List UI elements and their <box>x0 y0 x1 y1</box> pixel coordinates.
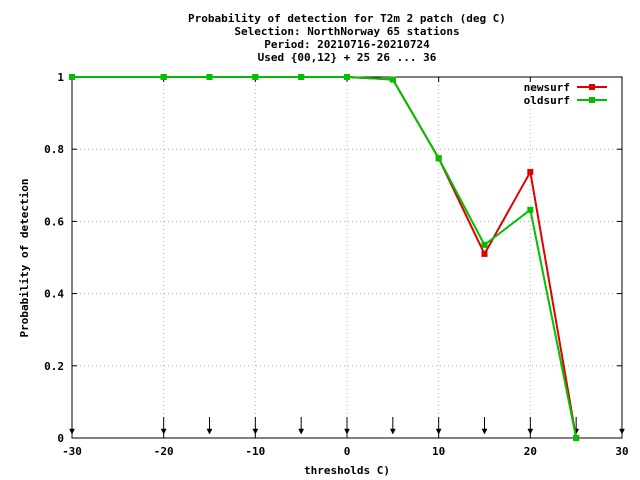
x-tick-label: 0 <box>344 445 351 458</box>
series-line-newsurf <box>72 76 578 439</box>
title-line-3: Period: 20210716-20210724 <box>264 38 430 51</box>
y-tick-label: 0 <box>57 432 64 445</box>
threshold-arrow <box>389 417 396 435</box>
threshold-arrow-head <box>69 428 75 435</box>
series-newsurf <box>69 74 580 441</box>
threshold-markers <box>69 417 625 435</box>
threshold-arrow-head <box>298 428 305 435</box>
data-point-oldsurf <box>344 74 350 80</box>
x-tick-label: 20 <box>524 445 537 458</box>
threshold-arrow-head <box>481 428 488 435</box>
legend-label: newsurf <box>524 81 570 94</box>
threshold-arrow <box>298 417 305 435</box>
threshold-arrow <box>69 417 75 435</box>
y-tick-label: 0.4 <box>44 288 64 301</box>
data-point-oldsurf <box>435 155 442 162</box>
x-tick-label: -10 <box>245 445 265 458</box>
legend-marker <box>589 97 595 103</box>
title-line-4: Used {00,12} + 25 26 ... 36 <box>258 51 437 64</box>
x-tick-label: -20 <box>154 445 174 458</box>
grid-lines <box>72 77 622 438</box>
threshold-arrow <box>344 417 350 435</box>
y-tick-label: 0.8 <box>44 143 64 156</box>
title-line-1: Probability of detection for T2m 2 patch… <box>188 12 506 25</box>
legend-item-newsurf: newsurf <box>524 81 607 94</box>
y-axis-ticks: 0 0.2 0.4 0.6 0.8 1 <box>44 71 622 445</box>
chart-title: Probability of detection for T2m 2 patch… <box>188 12 506 64</box>
data-point-oldsurf <box>527 206 534 213</box>
threshold-arrow-head <box>252 428 259 435</box>
y-tick-label: 1 <box>57 71 64 84</box>
data-point-oldsurf <box>252 74 259 80</box>
threshold-arrow <box>481 417 488 435</box>
threshold-arrow-head <box>344 428 350 435</box>
legend-item-oldsurf: oldsurf <box>524 94 607 107</box>
series-line-oldsurf <box>72 76 578 439</box>
y-tick-label: 0.6 <box>44 215 64 228</box>
threshold-arrow-head <box>206 428 213 435</box>
data-point-oldsurf <box>573 435 580 441</box>
y-tick-label: 0.2 <box>44 360 64 373</box>
threshold-arrow-head <box>389 428 396 435</box>
data-point-oldsurf <box>481 241 488 248</box>
data-series <box>69 74 580 441</box>
x-axis-ticks: -30 -20 -10 0 10 20 30 <box>62 77 629 458</box>
threshold-arrow-head <box>619 428 625 435</box>
threshold-arrow-head <box>160 428 167 435</box>
data-point-oldsurf <box>389 76 396 83</box>
threshold-arrow-head <box>527 428 534 435</box>
data-point-oldsurf <box>69 74 75 80</box>
legend-label: oldsurf <box>524 94 570 107</box>
legend-marker <box>589 84 595 90</box>
threshold-arrow-head <box>435 428 442 435</box>
x-tick-label: 10 <box>432 445 445 458</box>
x-tick-label: 30 <box>615 445 628 458</box>
data-point-oldsurf <box>206 74 213 80</box>
y-axis-label: Probability of detection <box>18 179 31 338</box>
threshold-arrow <box>435 417 442 435</box>
x-axis-label: thresholds C) <box>304 464 390 477</box>
data-point-newsurf <box>527 168 534 175</box>
threshold-arrow <box>619 417 625 435</box>
threshold-arrow <box>252 417 259 435</box>
threshold-arrow <box>527 417 534 435</box>
x-tick-label: -30 <box>62 445 82 458</box>
threshold-arrow <box>160 417 167 435</box>
series-oldsurf <box>69 74 580 441</box>
data-point-oldsurf <box>160 74 167 80</box>
threshold-arrow <box>206 417 213 435</box>
data-point-oldsurf <box>298 74 305 80</box>
data-point-newsurf <box>481 250 488 257</box>
title-line-2: Selection: NorthNorway 65 stations <box>234 25 459 38</box>
